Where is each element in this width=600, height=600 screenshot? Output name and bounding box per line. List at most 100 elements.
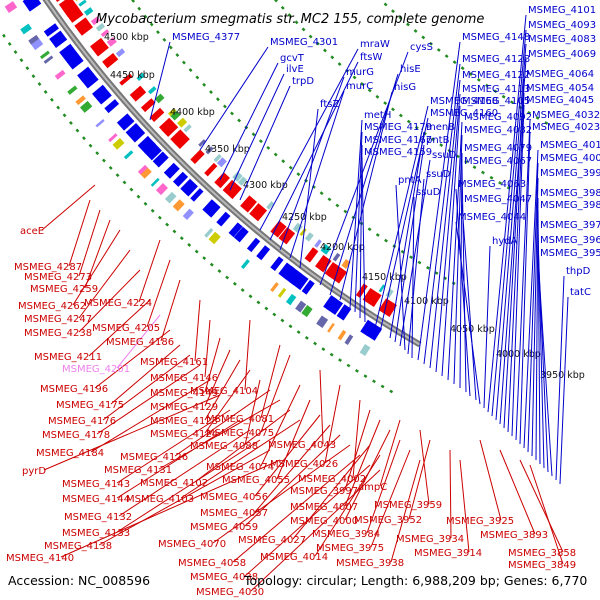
plus-gene-label[interactable]: ssuD	[416, 187, 441, 198]
minus-gene-label[interactable]: MSMEG_4129	[150, 402, 218, 413]
plus-gene-label[interactable]: MSMEG_4083	[528, 34, 596, 45]
plus-gene-label[interactable]: MSMEG_3955	[540, 248, 600, 259]
plus-gene-label[interactable]: murG	[346, 67, 374, 78]
plus-gene-label[interactable]: MSMEG_4079	[464, 143, 532, 154]
plus-gene-label[interactable]: MSMEG_4159	[364, 147, 432, 158]
plus-gene-label[interactable]: MSMEG_4045	[526, 95, 594, 106]
plus-gene-label[interactable]: murC	[346, 81, 373, 92]
minus-gene-label[interactable]: MSMEG_4002	[298, 474, 366, 485]
minus-gene-label[interactable]: MSMEG_4186	[106, 337, 174, 348]
minus-gene-label[interactable]: MSMEG_4102	[140, 478, 208, 489]
minus-gene-label[interactable]: MSMEG_4075	[206, 428, 274, 439]
minus-gene-label[interactable]: MSMEG_4074	[206, 462, 274, 473]
minus-gene-label[interactable]: MSMEG_4262	[18, 301, 86, 312]
plus-gene-label[interactable]: thpD	[566, 266, 591, 277]
minus-gene-label[interactable]: MSMEG_4000	[290, 516, 358, 527]
plus-gene-label[interactable]: tatC	[570, 287, 591, 298]
minus-gene-label[interactable]: MSMEG_4057	[200, 508, 268, 519]
minus-gene-label[interactable]: MSMEG_4178	[42, 430, 110, 441]
minus-gene-label[interactable]: MSMEG_4184	[36, 448, 104, 459]
minus-gene-label[interactable]: MSMEG_3952	[354, 515, 422, 526]
highlighted-gene-label[interactable]: MSMEG_4201	[62, 364, 130, 375]
plus-gene-label[interactable]: MSMEG_4032	[532, 110, 600, 121]
minus-gene-label[interactable]: MSMEG_4205	[92, 323, 160, 334]
minus-gene-label[interactable]: MSMEG_4133	[62, 528, 130, 539]
minus-gene-label[interactable]: MSMEG_4247	[24, 314, 92, 325]
minus-gene-label[interactable]: MSMEG_4026	[270, 459, 338, 470]
plus-gene-label[interactable]: MSMEG_4101	[528, 5, 596, 16]
minus-gene-label[interactable]: MSMEG_4043	[268, 440, 336, 451]
minus-gene-label[interactable]: MSMEG_4131	[104, 465, 172, 476]
plus-gene-label[interactable]: cysS	[410, 42, 433, 53]
plus-gene-label[interactable]: menB	[426, 122, 455, 133]
plus-gene-label[interactable]: ilvE	[286, 64, 304, 75]
plus-gene-label[interactable]: MSMEG_3967	[540, 235, 600, 246]
minus-gene-label[interactable]: MSMEG_4273	[24, 272, 92, 283]
plus-gene-label[interactable]: MSMEG_4093	[528, 20, 596, 31]
minus-gene-label[interactable]: MSMEG_3893	[480, 530, 548, 541]
minus-gene-label[interactable]: MSMEG_4126	[120, 452, 188, 463]
plus-gene-label[interactable]: MSMEG_4044	[458, 212, 526, 223]
minus-gene-label[interactable]: MSMEG_4224	[84, 298, 152, 309]
plus-gene-label[interactable]: MSMEG_3981	[540, 200, 600, 211]
minus-gene-label[interactable]: MSMEG_4143	[62, 479, 130, 490]
minus-gene-label[interactable]: MSMEG_4027	[238, 535, 306, 546]
minus-gene-label[interactable]: MSMEG_4070	[158, 539, 226, 550]
minus-gene-label[interactable]: MSMEG_4211	[34, 352, 102, 363]
plus-gene-label[interactable]: MSMEG_3995	[540, 168, 600, 179]
minus-gene-label[interactable]: MSMEG_4123	[150, 416, 218, 427]
minus-gene-label[interactable]: MSMEG_4140	[6, 553, 74, 564]
minus-gene-label[interactable]: MSMEG_4059	[190, 522, 258, 533]
plus-gene-label[interactable]: MSMEG_4128	[462, 54, 530, 65]
plus-gene-label[interactable]: MSMEG_4064	[526, 69, 594, 80]
plus-gene-label[interactable]: MSMEG_4047	[464, 194, 532, 205]
minus-gene-label[interactable]: pyrD	[22, 466, 46, 477]
plus-gene-label[interactable]: gcvT	[280, 53, 305, 64]
minus-gene-label[interactable]: aceE	[20, 226, 44, 237]
plus-gene-label[interactable]: MSMEG_4301	[270, 37, 338, 48]
plus-gene-label[interactable]: MSMEG_4377	[172, 32, 240, 43]
plus-gene-label[interactable]: MSMEG_4082	[464, 125, 532, 136]
minus-gene-label[interactable]: MSMEG_4146	[150, 373, 218, 384]
plus-gene-label[interactable]: MSMEG_4054	[526, 83, 594, 94]
minus-gene-label[interactable]: MSMEG_4161	[140, 357, 208, 368]
plus-gene-label[interactable]: ssuD	[432, 150, 457, 161]
plus-gene-label[interactable]: MSMEG_4148	[462, 32, 530, 43]
plus-gene-label[interactable]: hisG	[394, 82, 416, 93]
minus-gene-label[interactable]: MSMEG_3925	[446, 516, 514, 527]
plus-gene-label[interactable]: metH	[364, 110, 391, 121]
plus-gene-label[interactable]: MSMEG_4067	[464, 156, 532, 167]
plus-gene-label[interactable]: mraW	[360, 39, 390, 50]
plus-gene-label[interactable]: MSMEG_4063	[458, 179, 526, 190]
minus-gene-label[interactable]: MSMEG_4088	[190, 441, 258, 452]
plus-gene-label[interactable]: MSMEG_4168	[430, 96, 498, 107]
minus-gene-label[interactable]: MSMEG_4132	[64, 512, 132, 523]
minus-gene-label[interactable]: MSMEG_4007	[290, 502, 358, 513]
minus-gene-label[interactable]: MSMEG_4056	[200, 492, 268, 503]
minus-gene-label[interactable]: MSMEG_4196	[40, 384, 108, 395]
plus-gene-label[interactable]: ssuD	[426, 169, 451, 180]
minus-gene-label[interactable]: MSMEG_4014	[260, 552, 328, 563]
plus-gene-label[interactable]: pntB	[426, 135, 450, 146]
minus-gene-label[interactable]: MSMEG_3984	[312, 529, 380, 540]
plus-gene-label[interactable]: MSMEG_4069	[528, 49, 596, 60]
minus-gene-label[interactable]: MSMEG_4144	[62, 494, 130, 505]
plus-gene-label[interactable]: MSMEG_4105	[462, 96, 530, 107]
minus-gene-label[interactable]: MSMEG_4055	[222, 475, 290, 486]
plus-gene-label[interactable]: hydA	[492, 236, 518, 247]
plus-gene-label[interactable]: MSMEG_4160	[430, 108, 498, 119]
plus-gene-label[interactable]: MSMEG_4023	[532, 122, 600, 133]
plus-gene-label[interactable]: trpD	[292, 76, 314, 87]
minus-gene-label[interactable]: MSMEG_4176	[48, 416, 116, 427]
plus-gene-label[interactable]: hisE	[400, 64, 421, 75]
plus-gene-label[interactable]: MSMEG_4113	[462, 84, 530, 95]
minus-gene-label[interactable]: MSMEG_3959	[374, 500, 442, 511]
minus-gene-label[interactable]: MSMEG_3914	[414, 548, 482, 559]
plus-gene-label[interactable]: MSMEG_4092	[464, 112, 532, 123]
plus-gene-label[interactable]: ftsZ	[320, 99, 339, 110]
minus-gene-label[interactable]: MSMEG_4104	[190, 386, 258, 397]
minus-gene-label[interactable]: MSMEG_3975	[316, 543, 384, 554]
minus-gene-label[interactable]: MSMEG_4138	[44, 541, 112, 552]
minus-gene-label[interactable]: MSMEG_4030	[196, 587, 264, 598]
minus-gene-label[interactable]: MSMEG_3849	[508, 560, 576, 571]
